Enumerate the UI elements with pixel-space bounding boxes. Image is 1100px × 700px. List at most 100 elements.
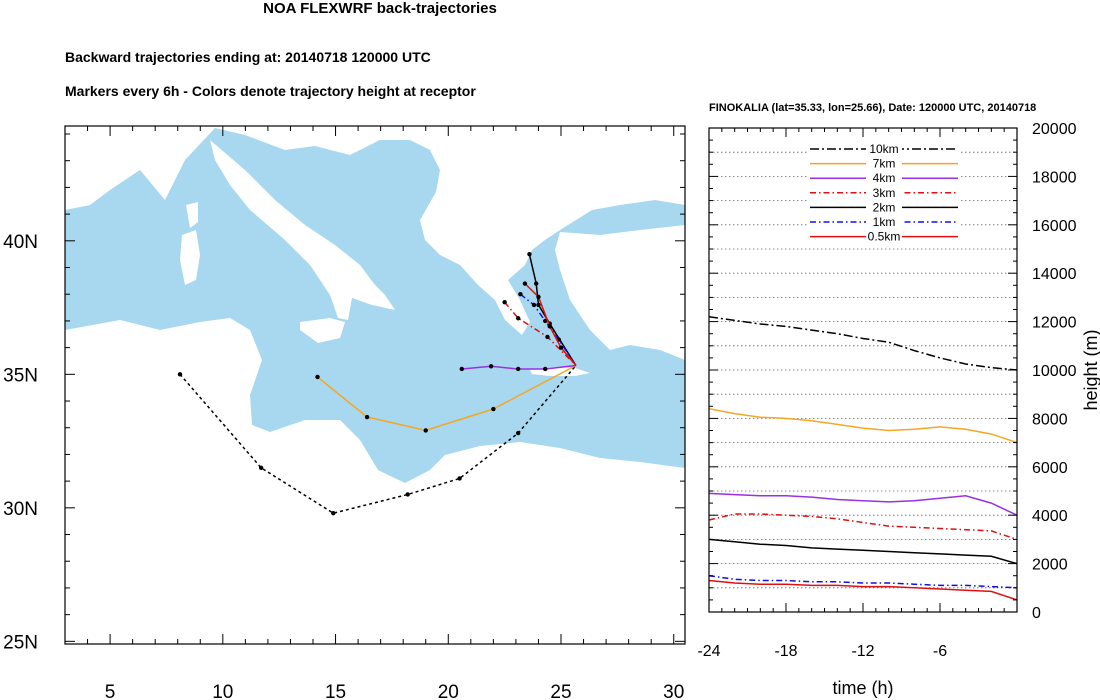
land-cyprus bbox=[655, 338, 685, 350]
map-axis-labels: 5 10 15 20 25 30 25N 30N 35N 40N bbox=[3, 232, 684, 700]
map-trajectory-marker bbox=[177, 372, 183, 377]
map-trajectory-marker bbox=[459, 366, 464, 372]
map-trajectory-marker bbox=[364, 414, 370, 420]
map-trajectory-marker bbox=[315, 374, 320, 380]
height-x-tick-label: -24 bbox=[697, 643, 720, 660]
map-trajectory-marker bbox=[423, 428, 428, 433]
map-trajectory-marker bbox=[536, 294, 541, 300]
height-chart-x-axis-title: time (h) bbox=[832, 678, 893, 698]
map-y-tick-label: 35N bbox=[3, 365, 38, 386]
land-italy-boot bbox=[210, 140, 395, 320]
map-trajectory-marker bbox=[545, 334, 550, 340]
legend-label-bg bbox=[866, 171, 902, 185]
height-y-tick-label: 20000 bbox=[1032, 121, 1077, 138]
legend-label: 2km bbox=[873, 200, 896, 214]
height-series-7km bbox=[708, 407, 1018, 444]
legend-label: 4km bbox=[873, 171, 896, 185]
land-sicily bbox=[300, 318, 345, 343]
height-y-tick-label: 12000 bbox=[1032, 315, 1077, 332]
height-chart-y-axis-title: height (m) bbox=[1081, 329, 1100, 410]
height-series-3km bbox=[708, 513, 1018, 541]
map-x-tick-label: 20 bbox=[438, 682, 459, 700]
height-y-tick-label: 10000 bbox=[1032, 363, 1077, 380]
height-y-tick-label: 18000 bbox=[1032, 169, 1077, 186]
legend-label-bg bbox=[866, 156, 902, 170]
land-turkey bbox=[555, 225, 685, 360]
legend-label: 0.5km bbox=[868, 230, 901, 244]
legend-label: 7km bbox=[873, 157, 896, 171]
map-frame bbox=[64, 125, 686, 645]
height-y-tick-label: 8000 bbox=[1032, 411, 1068, 428]
map-trajectory-marker bbox=[543, 318, 548, 324]
map-trajectory-marker bbox=[502, 300, 507, 305]
height-y-tick-label: 16000 bbox=[1032, 218, 1077, 235]
height-profile-chart: FINOKALIA (lat=35.33, lon=25.66), Date: … bbox=[697, 102, 1100, 698]
land-sardinia bbox=[180, 230, 200, 285]
legend-label-bg bbox=[866, 215, 902, 228]
height-chart-title: FINOKALIA (lat=35.33, lon=25.66), Date: … bbox=[709, 102, 1036, 114]
height-series-0.5km bbox=[708, 579, 1018, 601]
height-y-tick-label: 6000 bbox=[1032, 460, 1068, 477]
map-trajectory-marker bbox=[518, 292, 523, 297]
map-trajectory-marker bbox=[491, 406, 496, 412]
map-trajectory-marker bbox=[534, 281, 539, 286]
height-chart-axes: -24 -18 -12 -6 0 2000 4000 6000 8000 10000 12000 14… bbox=[697, 121, 1076, 660]
legend-label: 1km bbox=[873, 215, 896, 229]
height-chart-series bbox=[708, 316, 1018, 601]
subtitle-markers-note: Markers every 6h - Colors denote traject… bbox=[65, 83, 476, 99]
height-x-tick-label: -6 bbox=[933, 643, 947, 660]
land-corsica bbox=[186, 202, 198, 228]
trajectory-map: 5 10 15 20 25 30 25N 30N 35N 40N bbox=[3, 125, 686, 700]
map-trajectory-marker bbox=[543, 366, 548, 372]
map-x-tick-label: 15 bbox=[325, 682, 346, 700]
map-trajectory-marker bbox=[488, 364, 494, 369]
map-trajectory-marker bbox=[405, 492, 410, 497]
map-trajectory-marker bbox=[522, 281, 528, 286]
map-trajectory-marker bbox=[527, 251, 532, 257]
legend-label: 10km bbox=[869, 142, 898, 156]
map-x-tick-label: 10 bbox=[212, 682, 233, 700]
map-trajectories bbox=[177, 251, 577, 516]
height-y-tick-label: 0 bbox=[1032, 605, 1041, 622]
height-x-tick-label: -18 bbox=[774, 643, 797, 660]
land-africa-mainland bbox=[65, 318, 685, 644]
main-title: NOA FLEXWRF back-trajectories bbox=[263, 0, 497, 17]
map-x-tick-label: 30 bbox=[663, 682, 684, 700]
map-trajectory-marker bbox=[258, 465, 264, 470]
height-y-tick-label: 4000 bbox=[1032, 508, 1068, 525]
map-trajectory-marker bbox=[536, 302, 541, 308]
map-x-tick-label: 5 bbox=[105, 682, 116, 700]
legend-label-bg bbox=[866, 200, 902, 214]
map-x-tick-label: 25 bbox=[550, 682, 571, 700]
map-trajectory-marker bbox=[558, 345, 564, 350]
height-series-4km bbox=[708, 492, 1018, 516]
map-trajectory-marker bbox=[547, 324, 552, 329]
height-chart-grid bbox=[709, 127, 1017, 613]
height-y-tick-label: 2000 bbox=[1032, 557, 1068, 574]
map-trajectory-marker bbox=[515, 430, 521, 436]
legend-label: 3km bbox=[873, 186, 896, 200]
map-trajectory-marker bbox=[457, 476, 462, 481]
legend-label-bg bbox=[866, 229, 902, 243]
land-europe-north bbox=[65, 126, 685, 335]
map-y-tick-label: 40N bbox=[3, 232, 38, 253]
height-y-tick-label: 14000 bbox=[1032, 266, 1077, 283]
height-series-10km bbox=[708, 316, 1018, 371]
map-axis-ticks bbox=[64, 126, 685, 644]
height-series-2km bbox=[708, 538, 1018, 565]
legend-label-bg bbox=[866, 142, 902, 155]
map-y-tick-label: 30N bbox=[3, 499, 38, 520]
height-x-tick-label: -12 bbox=[851, 643, 874, 660]
map-trajectory-3km bbox=[504, 301, 577, 367]
map-land bbox=[65, 126, 685, 644]
map-trajectory-marker bbox=[515, 366, 521, 372]
legend-label-bg bbox=[866, 185, 902, 199]
subtitle-end-time: Backward trajectories ending at: 2014071… bbox=[65, 49, 431, 65]
map-trajectory-marker bbox=[331, 510, 336, 516]
map-trajectory-marker bbox=[515, 316, 521, 321]
map-y-tick-label: 25N bbox=[3, 632, 38, 653]
map-trajectory-marker bbox=[531, 302, 537, 308]
height-series-1km bbox=[708, 574, 1018, 589]
